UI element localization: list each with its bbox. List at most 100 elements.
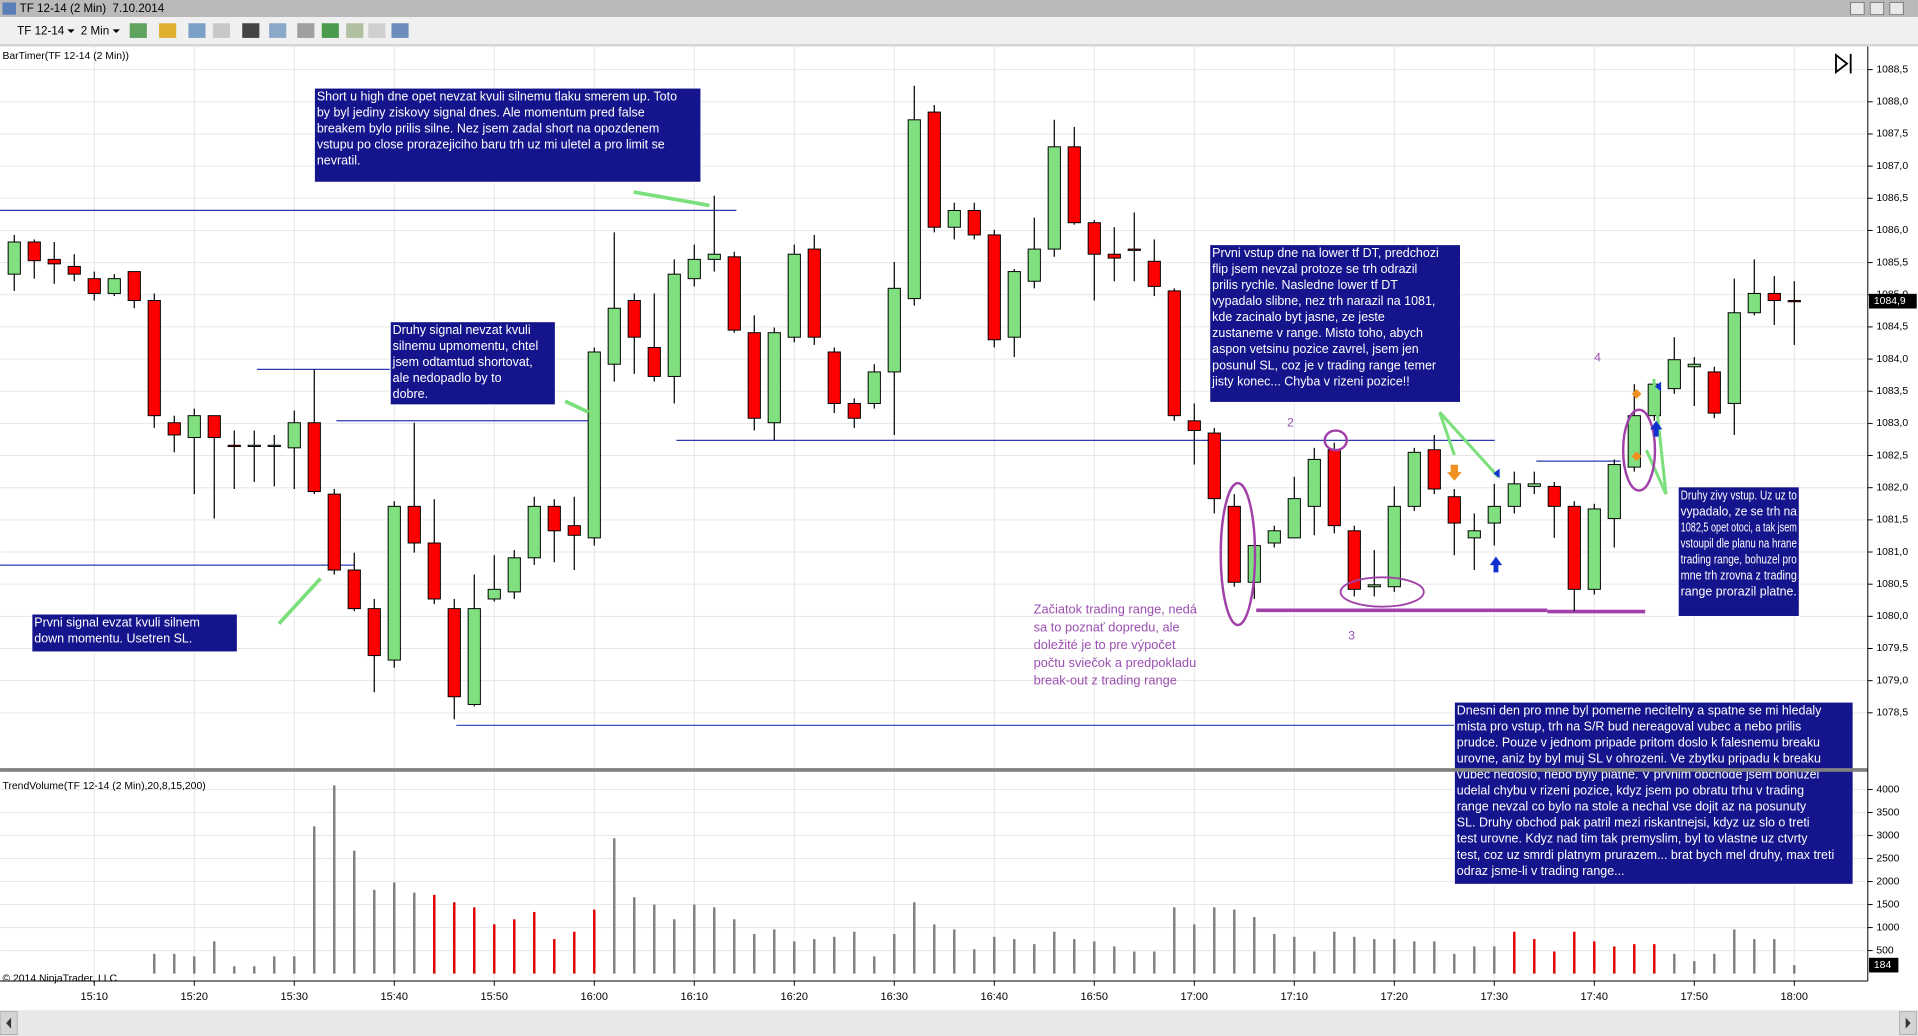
highlight-ellipse xyxy=(1219,481,1257,627)
volume-bar xyxy=(1313,951,1316,974)
note-line: mne trh zrovna z trading xyxy=(1681,568,1797,582)
candle-body xyxy=(1707,371,1721,414)
volume-bar xyxy=(433,894,436,974)
y-tick-label: 1082,0 xyxy=(1876,482,1908,493)
candle-body xyxy=(47,258,61,265)
note-line: Short u high dne opet nevzat kvuli silne… xyxy=(317,90,677,104)
candle-body xyxy=(707,253,721,260)
tool-button[interactable] xyxy=(297,23,315,38)
app-icon xyxy=(2,2,16,15)
crosshair-button[interactable] xyxy=(242,23,260,38)
note-box xyxy=(389,321,556,406)
volume-bar xyxy=(413,892,416,974)
candle-body xyxy=(307,422,321,493)
volume-bar xyxy=(1673,953,1676,974)
scroll-end-button[interactable] xyxy=(1835,53,1852,75)
note-line: kde zacinalo byt jasne, ze jeste xyxy=(1212,310,1385,324)
note-line: dobre. xyxy=(393,387,428,401)
x-tick-label: 15:50 xyxy=(481,991,509,1003)
count-label: 4 xyxy=(1594,351,1601,365)
draw-button[interactable] xyxy=(159,23,177,38)
volume-bar xyxy=(1053,931,1056,974)
candle-body xyxy=(267,444,281,447)
chart-style-button[interactable] xyxy=(129,23,147,38)
note-line: prudce. Pouze v jednom pripade pritom do… xyxy=(1457,736,1820,750)
candle-body xyxy=(67,265,81,275)
candle-body xyxy=(647,347,661,377)
y-tick-label: 1081,0 xyxy=(1876,547,1908,558)
note-text: doležité je to pre výpočet xyxy=(1034,637,1176,652)
trend-line xyxy=(1645,449,1668,495)
marks xyxy=(7,85,1801,974)
volume-bar xyxy=(333,785,336,974)
volume-bar xyxy=(1413,941,1416,974)
volume-bar xyxy=(1533,939,1536,974)
candle-body xyxy=(1367,584,1381,588)
count-label: 3 xyxy=(1348,628,1355,642)
candle-body xyxy=(427,542,441,600)
y-tick-label: 1079,0 xyxy=(1876,675,1908,686)
x-tick-label: 16:30 xyxy=(881,991,909,1003)
scrollbar[interactable] xyxy=(0,1010,1918,1036)
candle-body xyxy=(887,287,901,373)
execution-marker xyxy=(1631,388,1642,399)
note-line: prilis rychle. Nasledne lower tf DT xyxy=(1212,278,1398,292)
volume-bar xyxy=(1753,939,1756,974)
volume-bar xyxy=(993,936,996,974)
tool-button[interactable] xyxy=(212,23,231,38)
candle-body xyxy=(447,608,461,698)
note-box xyxy=(313,87,702,183)
x-tick-label: 16:20 xyxy=(781,991,809,1003)
note-line: vstupu po close prorazejiciho baru trh u… xyxy=(317,138,665,152)
close-button[interactable] xyxy=(1889,2,1904,16)
properties-button[interactable] xyxy=(368,23,386,38)
x-tick-label: 17:30 xyxy=(1481,991,1509,1003)
volume-bar xyxy=(953,929,956,974)
last-volume-marker xyxy=(1869,957,1899,973)
volume-bar xyxy=(193,956,196,974)
highlight-ellipse xyxy=(1621,408,1657,492)
window-title: TF 12-14 (2 Min) 7.10.2014 xyxy=(20,2,165,15)
volume-bar xyxy=(733,919,736,974)
execution-marker xyxy=(1631,451,1642,462)
data-box-button[interactable] xyxy=(269,23,287,38)
candle-body xyxy=(727,256,741,331)
candle-body xyxy=(747,332,761,419)
templates-button[interactable] xyxy=(391,23,409,38)
note-line: 1082,5 opet otoci, a tak jsem xyxy=(1681,520,1797,534)
volume-bar xyxy=(1713,953,1716,974)
candle-body xyxy=(407,505,421,544)
instrument-selector[interactable]: TF 12-14 xyxy=(17,24,65,37)
x-tick-label: 15:30 xyxy=(280,991,308,1003)
candle-body xyxy=(287,422,301,449)
interval-selector[interactable]: 2 Min xyxy=(81,24,109,37)
volume-bar xyxy=(173,953,176,974)
candle-body xyxy=(607,307,621,365)
y-tick-label: 3500 xyxy=(1876,807,1899,818)
note-line: Prvni vstup dne na lower tf DT, predchoz… xyxy=(1212,246,1439,260)
panel-separator xyxy=(0,768,1868,772)
y-tick-label: 1078,5 xyxy=(1876,708,1908,719)
note-box xyxy=(31,613,238,653)
volume-bar xyxy=(373,889,376,974)
volume-bar xyxy=(833,936,836,974)
candle-body xyxy=(247,444,261,447)
strategy-button[interactable] xyxy=(346,23,364,38)
candle-body xyxy=(1447,496,1461,524)
zoom-button[interactable] xyxy=(188,23,206,38)
candle-body xyxy=(507,557,521,593)
note-line: aspon vetsinu pozice zavrel, jsem jen xyxy=(1212,342,1419,356)
note-text: Začiatok trading range, nedá xyxy=(1034,602,1198,617)
minimize-button[interactable] xyxy=(1850,2,1865,16)
x-tick-label: 17:10 xyxy=(1281,991,1309,1003)
maximize-button[interactable] xyxy=(1869,2,1885,16)
volume-bar xyxy=(813,939,816,974)
indicator-button[interactable] xyxy=(321,23,339,38)
trend-line xyxy=(1438,411,1456,456)
volume-bar xyxy=(1773,939,1776,974)
volume-bar xyxy=(1633,944,1636,974)
y-tick-label: 1086,0 xyxy=(1876,225,1908,236)
y-tick-label: 4000 xyxy=(1876,784,1899,795)
annotations: BarTimer(TF 12-14 (2 Min)) TrendVolume(TF… xyxy=(3,51,1854,984)
candle-body xyxy=(1067,146,1081,224)
